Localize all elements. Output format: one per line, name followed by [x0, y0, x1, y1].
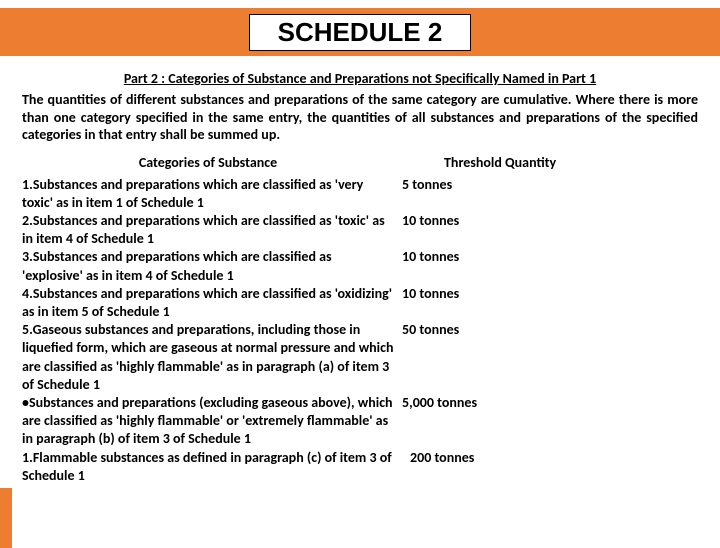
col-heading-categories: Categories of Substance: [22, 154, 402, 172]
title-bar: SCHEDULE 2: [0, 8, 720, 56]
entry-desc: 2.Substances and preparations which are …: [22, 212, 402, 248]
accent-sidebar: [0, 488, 12, 548]
content-area: Part 2 : Categories of Substance and Pre…: [0, 56, 720, 485]
table-row: 1.Flammable substances as defined in par…: [22, 449, 698, 485]
entry-qty: 10 tonnes: [402, 285, 698, 321]
entry-qty: 5,000 tonnes: [402, 394, 698, 449]
part-title: Part 2 : Categories of Substance and Pre…: [22, 70, 698, 87]
table-row: 4.Substances and preparations which are …: [22, 285, 698, 321]
entry-qty: 200 tonnes: [402, 449, 698, 485]
entry-desc: 5.Gaseous substances and preparations, i…: [22, 321, 402, 394]
entry-desc: 1.Flammable substances as defined in par…: [22, 449, 402, 485]
page-title: SCHEDULE 2: [249, 14, 472, 51]
entry-qty: 50 tonnes: [402, 321, 698, 394]
col-heading-threshold: Threshold Quantity: [402, 154, 698, 172]
rows-container: 1.Substances and preparations which are …: [22, 176, 698, 485]
columns-header: Categories of Substance Threshold Quanti…: [22, 154, 698, 176]
table-row: 5.Gaseous substances and preparations, i…: [22, 321, 698, 394]
table-row: •Substances and preparations (excluding …: [22, 394, 698, 449]
entry-qty: 10 tonnes: [402, 248, 698, 284]
entry-qty: 10 tonnes: [402, 212, 698, 248]
entry-desc: 4.Substances and preparations which are …: [22, 285, 402, 321]
table-row: 1.Substances and preparations which are …: [22, 176, 698, 212]
table-row: 2.Substances and preparations which are …: [22, 212, 698, 248]
entry-desc: 3.Substances and preparations which are …: [22, 248, 402, 284]
entry-desc: 1.Substances and preparations which are …: [22, 176, 402, 212]
entry-qty: 5 tonnes: [402, 176, 698, 212]
table-row: 3.Substances and preparations which are …: [22, 248, 698, 284]
intro-text: The quantities of different substances a…: [22, 91, 698, 144]
entry-desc: •Substances and preparations (excluding …: [22, 394, 402, 449]
